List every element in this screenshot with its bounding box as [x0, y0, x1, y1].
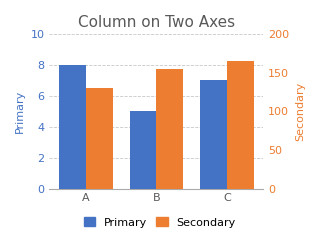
Bar [130, 111, 156, 189]
Bar [200, 80, 227, 189]
Bar [227, 61, 254, 189]
Title: Column on Two Axes: Column on Two Axes [78, 15, 235, 30]
Y-axis label: Secondary: Secondary [295, 82, 305, 141]
Legend: Primary, Secondary: Primary, Secondary [80, 213, 240, 232]
Bar [59, 65, 86, 189]
Bar [86, 88, 113, 189]
Y-axis label: Primary: Primary [15, 90, 25, 133]
Bar [156, 69, 183, 189]
